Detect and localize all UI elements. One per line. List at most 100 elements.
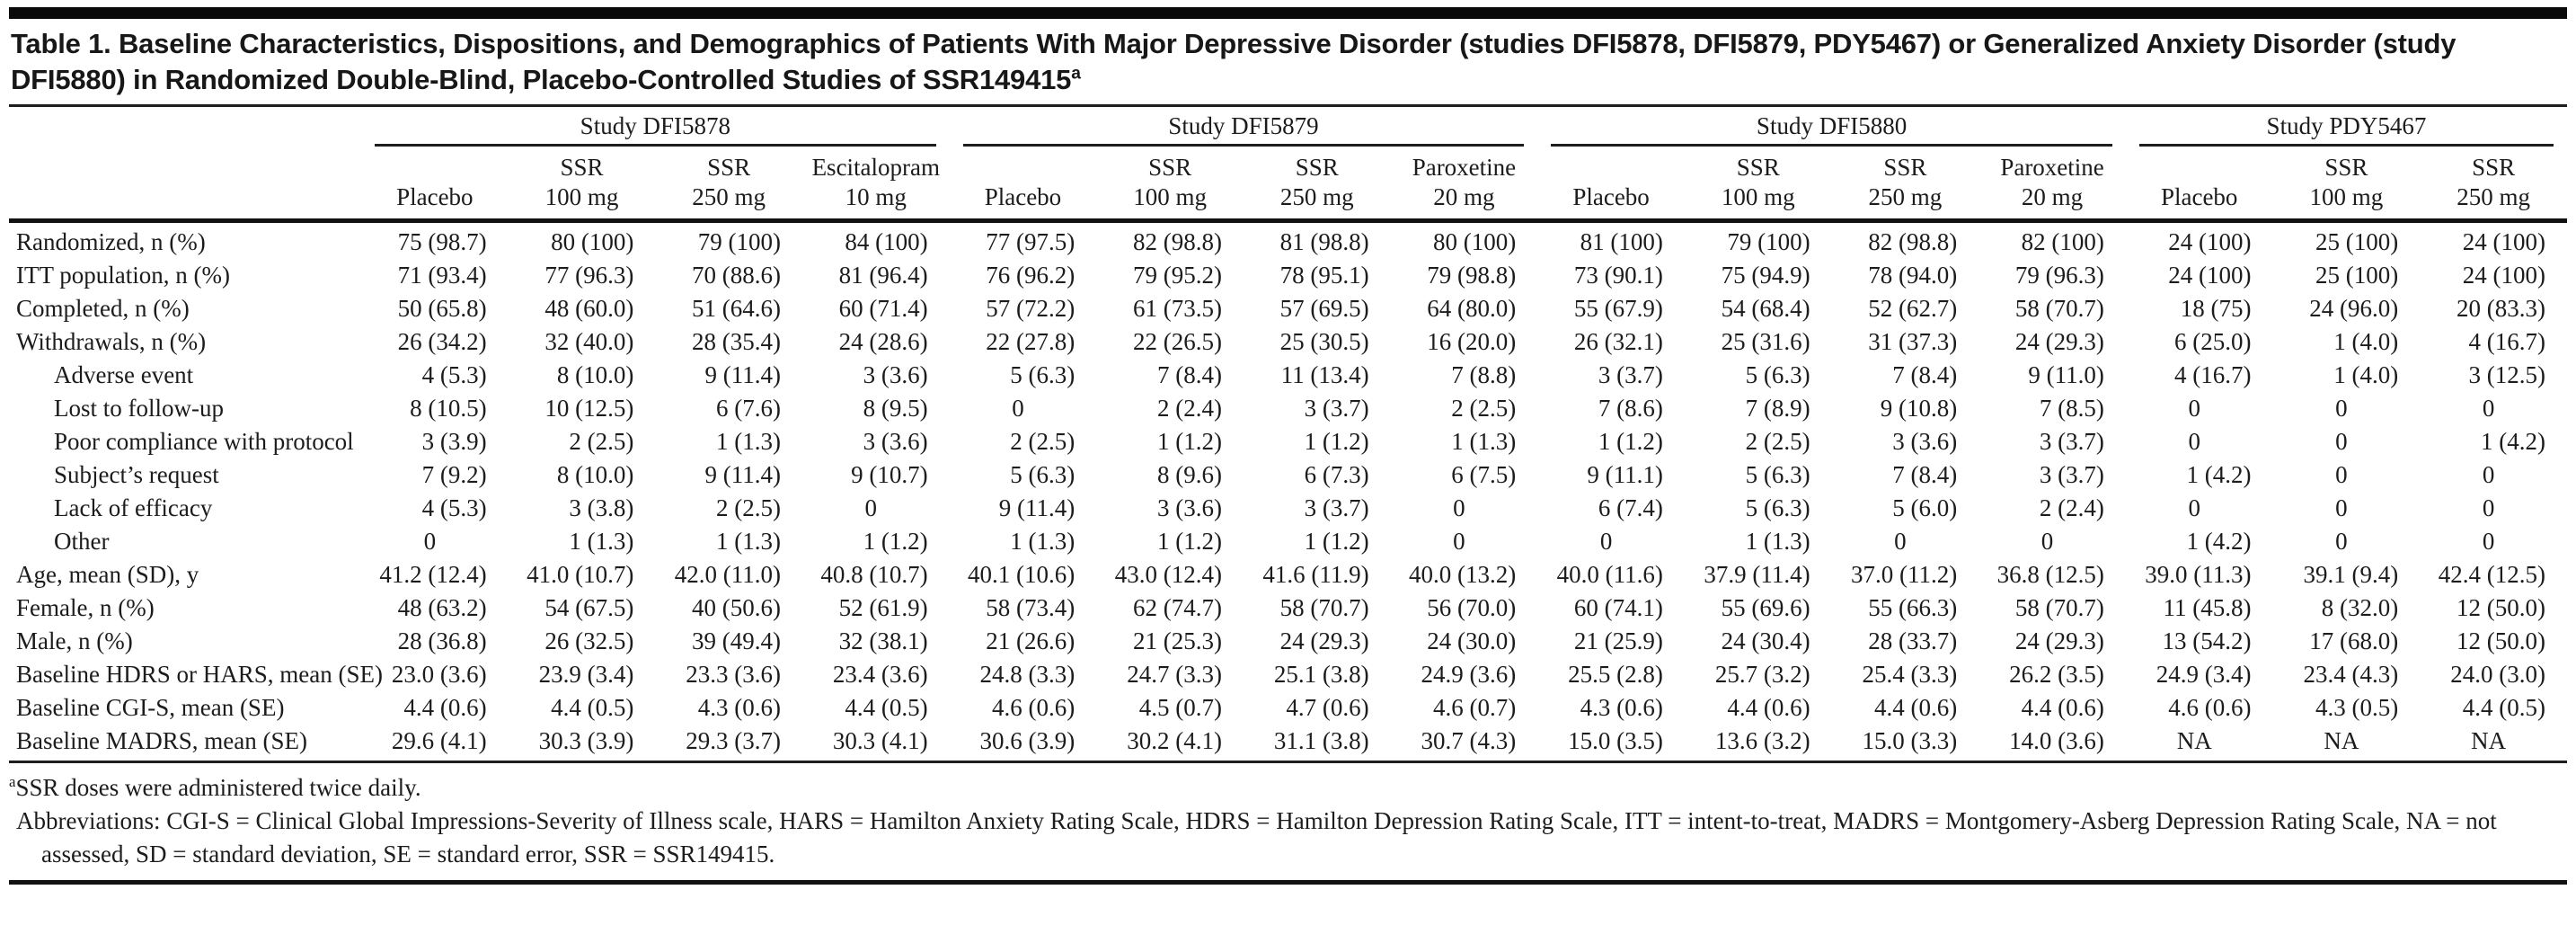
table-cell: 42.0 (11.0)	[674, 561, 781, 588]
table-cell: 76 (96.2)	[986, 262, 1076, 289]
dose-footnote-text: SSR doses were administered twice daily.	[15, 774, 421, 801]
row-label: Male, n (%)	[16, 627, 133, 654]
table-row: Subject’s request 7 (9.2) 8 (10.0) 9 (11.4)…	[9, 458, 2567, 492]
table-cell: 0	[1012, 395, 1024, 422]
table-cell: 9 (11.4)	[998, 494, 1076, 521]
table-cell: 58 (70.7)	[2014, 295, 2104, 322]
study-header-Study-DFI5878: Study DFI5878	[361, 107, 950, 147]
table-cell: NA	[2125, 725, 2273, 763]
table-cell: 7 (8.4)	[1156, 361, 1222, 388]
table-cell: 54 (67.5)	[544, 594, 634, 621]
column-header-line2: Placebo	[396, 183, 474, 210]
table-cell: 5 (6.3)	[1010, 361, 1076, 388]
table-cell: 4.7 (0.6)	[1286, 694, 1369, 721]
table-cell: 36.8 (12.5)	[1996, 561, 2104, 588]
table-title-footnote-marker: a	[1071, 64, 1081, 84]
table-cell: 30.2 (4.1)	[1096, 725, 1244, 763]
table-cell: 4.4 (0.5)	[2462, 694, 2545, 721]
table-cell: 31 (37.3)	[1868, 328, 1958, 355]
column-header-Placebo: Placebo	[361, 147, 509, 223]
table-cell: 0	[2335, 428, 2348, 455]
row-label: Baseline CGI-S, mean (SE)	[16, 694, 285, 721]
table-cell: 15.0 (3.5)	[1537, 725, 1685, 763]
table-cell: 4.5 (0.7)	[1138, 694, 1222, 721]
table-cell: 22 (27.8)	[986, 328, 1076, 355]
corner-cell	[9, 107, 361, 147]
table-cell: 41.6 (11.9)	[1262, 561, 1369, 588]
column-header-SSR-100-mg: SSR 100 mg	[1096, 147, 1244, 223]
table-cell: 4 (16.7)	[2174, 361, 2252, 388]
table-cell: 23.3 (3.6)	[686, 661, 781, 688]
table-cell: 0	[2482, 395, 2495, 422]
row-label-header-cell	[9, 147, 361, 223]
table-row: Withdrawals, n (%) 26 (34.2) 32 (40.0) 28 (…	[9, 325, 2567, 359]
table-cell: 4 (16.7)	[2468, 328, 2545, 355]
table-cell: 8 (10.0)	[556, 461, 634, 488]
table-cell: 73 (90.1)	[1573, 262, 1663, 289]
column-header-line2: 250 mg	[2456, 183, 2530, 210]
table-cell: 8 (9.6)	[1156, 461, 1222, 488]
table-cell: 26 (34.2)	[397, 328, 487, 355]
table-cell: 41.2 (12.4)	[379, 561, 487, 588]
table-cell: 0	[1453, 528, 1465, 555]
table-cell: 1 (4.0)	[2333, 361, 2399, 388]
table-cell: 3 (3.6)	[863, 428, 928, 455]
column-header-SSR-100-mg: SSR 100 mg	[1684, 147, 1832, 223]
table-cell: 42.4 (12.5)	[2438, 561, 2545, 588]
table-cell: 12 (50.0)	[2456, 594, 2545, 621]
table-cell: 70 (88.6)	[691, 262, 781, 289]
table-cell: 1 (1.2)	[1156, 528, 1222, 555]
table-cell: 1 (1.3)	[715, 528, 781, 555]
arm-header-row: Placebo SSR 100 mg SSR 250 mg Escitalopram 10 …	[9, 147, 2567, 223]
column-header-SSR-250-mg: SSR 250 mg	[655, 147, 802, 223]
table-cell: 2 (2.5)	[1451, 395, 1517, 422]
table-row: Lost to follow-up 8 (10.5) 10 (12.5) 6 (7.6…	[9, 392, 2567, 425]
table-cell: 3 (3.7)	[1304, 494, 1369, 521]
column-header-line1: SSR	[1883, 154, 1927, 181]
column-header-line2: 100 mg	[2309, 183, 2384, 210]
study-header-label: Study DFI5878	[375, 112, 936, 147]
table-cell: 4 (5.3)	[421, 494, 487, 521]
column-header-line1: Paroxetine	[1412, 154, 1517, 181]
table-cell: 24 (100)	[2168, 228, 2252, 255]
column-header-line2: 10 mg	[845, 183, 907, 210]
table-cell: 22 (26.5)	[1132, 328, 1222, 355]
column-header-line2: 20 mg	[1433, 183, 1495, 210]
table-cell: 52 (62.7)	[1868, 295, 1958, 322]
row-label: Age, mean (SD), y	[16, 561, 199, 588]
title-rule	[9, 104, 2567, 107]
table-cell: 25.7 (3.2)	[1714, 661, 1810, 688]
table-cell: 40.0 (13.2)	[1409, 561, 1517, 588]
column-header-SSR-250-mg: SSR 250 mg	[2420, 147, 2567, 223]
table-cell: 25.1 (3.8)	[1273, 661, 1369, 688]
table-row: Age, mean (SD), y 41.2 (12.4) 41.0 (10.7) 4…	[9, 558, 2567, 592]
table-cell: 1 (4.2)	[2186, 461, 2252, 488]
table-cell: 24 (29.3)	[1279, 627, 1369, 654]
table-cell: 0	[2482, 528, 2495, 555]
table-cell: 5 (6.3)	[1010, 461, 1076, 488]
bottom-rule	[9, 880, 2567, 885]
table-cell: 24.7 (3.3)	[1127, 661, 1222, 688]
table-cell: 82 (98.8)	[1868, 228, 1958, 255]
table-cell: 9 (10.7)	[851, 461, 928, 488]
study-header-Study-DFI5880: Study DFI5880	[1537, 107, 2126, 147]
table-cell: 3 (3.6)	[1892, 428, 1958, 455]
table-cell: 25 (30.5)	[1279, 328, 1369, 355]
table-cell: 1 (1.2)	[1304, 528, 1369, 555]
table-cell: 21 (26.6)	[986, 627, 1076, 654]
table-cell: 3 (3.6)	[1156, 494, 1222, 521]
table-cell: 4.4 (0.6)	[1873, 694, 1958, 721]
table-cell: 18 (75)	[2180, 295, 2252, 322]
table-cell: NA	[2272, 725, 2421, 763]
row-label: Adverse event	[54, 361, 194, 388]
table-cell: 2 (2.5)	[715, 494, 781, 521]
table-cell: 24 (28.6)	[838, 328, 928, 355]
table-cell: 25 (100)	[2315, 262, 2399, 289]
row-label: Poor compliance with protocol	[54, 428, 354, 455]
column-header-line1: SSR	[2324, 154, 2368, 181]
table-cell: 84 (100)	[845, 228, 928, 255]
table-cell: 78 (95.1)	[1279, 262, 1369, 289]
column-header-Paroxetine-20-mg: Paroxetine 20 mg	[1978, 147, 2126, 223]
table-cell: 52 (61.9)	[838, 594, 928, 621]
table-cell: 0	[1453, 494, 1465, 521]
